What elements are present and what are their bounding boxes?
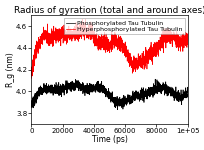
Phosphorylated Tau Tubulin — [153, 78, 156, 80]
Hyperphosphorylated Tau Tubulin — [84, 18, 86, 20]
Hyperphosphorylated Tau Tubulin — [30, 77, 32, 79]
Phosphorylated Tau Tubulin — [102, 90, 104, 91]
Title: Radius of gyration (total and around axes): Radius of gyration (total and around axe… — [14, 6, 204, 15]
Phosphorylated Tau Tubulin — [106, 93, 108, 95]
Hyperphosphorylated Tau Tubulin — [153, 55, 155, 56]
Hyperphosphorylated Tau Tubulin — [181, 36, 184, 38]
Phosphorylated Tau Tubulin — [181, 98, 184, 99]
Line: Hyperphosphorylated Tau Tubulin: Hyperphosphorylated Tau Tubulin — [31, 19, 187, 78]
Hyperphosphorylated Tau Tubulin — [186, 41, 188, 42]
Hyperphosphorylated Tau Tubulin — [106, 41, 108, 43]
X-axis label: Time (ps): Time (ps) — [91, 135, 127, 144]
Legend: Phosphorylated Tau Tubulin, Hyperphosphorylated Tau Tubulin: Phosphorylated Tau Tubulin, Hyperphospho… — [64, 18, 184, 34]
Y-axis label: R_g (nm): R_g (nm) — [6, 52, 14, 87]
Phosphorylated Tau Tubulin — [38, 91, 40, 93]
Phosphorylated Tau Tubulin — [181, 94, 184, 96]
Hyperphosphorylated Tau Tubulin — [38, 44, 40, 45]
Phosphorylated Tau Tubulin — [30, 100, 32, 102]
Hyperphosphorylated Tau Tubulin — [102, 44, 104, 46]
Line: Phosphorylated Tau Tubulin: Phosphorylated Tau Tubulin — [31, 79, 187, 110]
Hyperphosphorylated Tau Tubulin — [181, 36, 183, 38]
Phosphorylated Tau Tubulin — [116, 109, 118, 111]
Phosphorylated Tau Tubulin — [153, 90, 155, 92]
Phosphorylated Tau Tubulin — [186, 91, 188, 93]
